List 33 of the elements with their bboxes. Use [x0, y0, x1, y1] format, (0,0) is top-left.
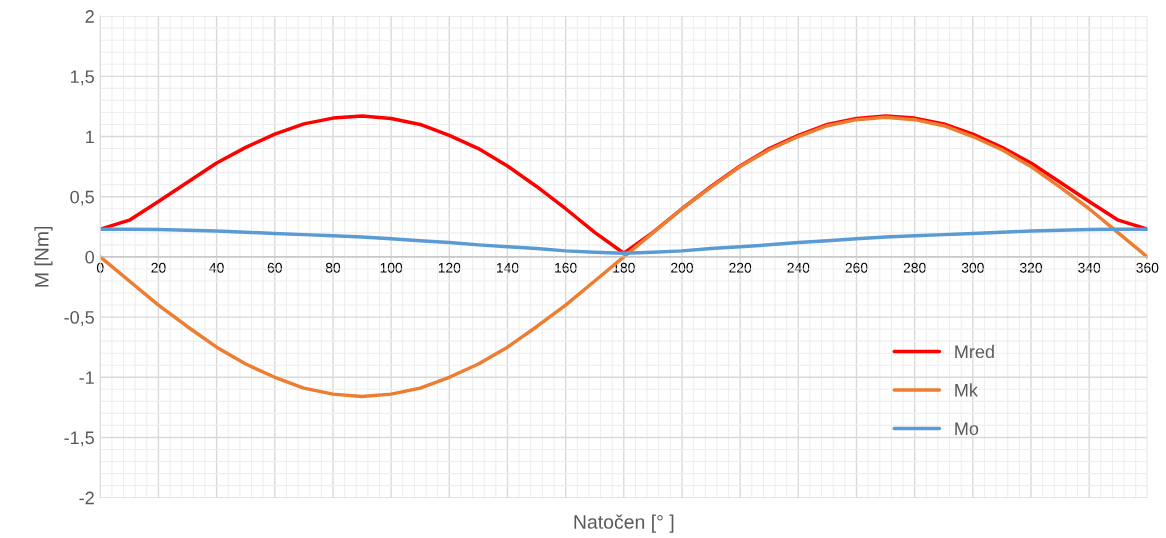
x-axis-title: Natočen [° ]: [574, 514, 674, 533]
line-series: [100, 227, 1148, 256]
y-tick-label: 1,5: [71, 70, 94, 86]
x-tick-label: 60: [267, 262, 282, 273]
x-tick-label: 340: [1078, 262, 1101, 273]
y-tick-label: -1,5: [64, 431, 94, 447]
x-tick-label: 80: [325, 262, 341, 273]
x-tick-label: 220: [729, 262, 752, 273]
y-axis-title: M [Nm]: [34, 226, 53, 287]
x-tick-label: 280: [903, 262, 926, 273]
legend-label: Mred: [955, 344, 994, 359]
x-tick-label: 200: [671, 262, 694, 273]
legend-label: Mk: [955, 383, 978, 397]
x-tick-label: 300: [961, 262, 984, 273]
y-tick-label: 0: [85, 250, 95, 264]
y-tick-label: 0,5: [70, 190, 94, 206]
y-tick-label: 2: [85, 10, 94, 23]
y-tick-label: -0,5: [64, 311, 94, 326]
legend-label: Mo: [955, 422, 979, 436]
y-tick-label: -1: [79, 371, 94, 384]
x-tick-label: 260: [845, 262, 868, 273]
y-tick-label: -2: [79, 491, 94, 505]
x-tick-label: 0: [96, 262, 104, 273]
x-tick-label: 20: [151, 262, 166, 273]
x-tick-label: 240: [787, 262, 810, 273]
x-tick-label: 360: [1136, 262, 1159, 273]
x-tick-label: 40: [209, 262, 224, 273]
x-tick-label: 320: [1019, 262, 1043, 273]
x-tick-label: 140: [496, 262, 519, 273]
y-tick-label: 1: [86, 130, 94, 144]
x-tick-label: 120: [438, 262, 461, 273]
x-tick-label: 160: [555, 262, 577, 273]
x-tick-label: 100: [380, 262, 403, 273]
